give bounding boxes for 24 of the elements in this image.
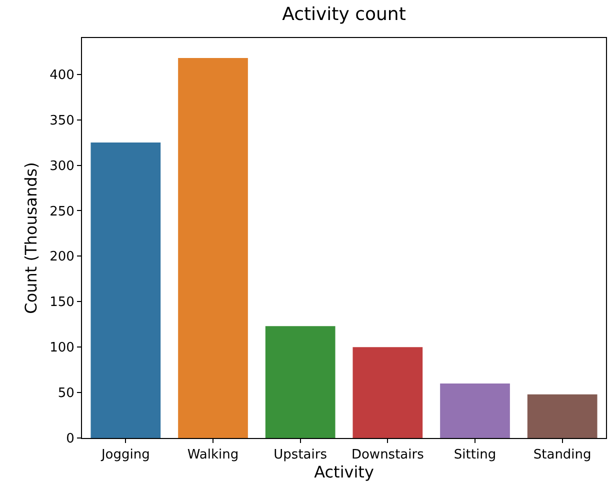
x-tick-label: Jogging bbox=[100, 448, 150, 463]
y-tick-label: 250 bbox=[50, 204, 74, 220]
y-tick-label: 200 bbox=[50, 250, 74, 265]
y-tick-label: 100 bbox=[50, 340, 74, 356]
bar bbox=[178, 58, 248, 438]
bar bbox=[440, 383, 510, 438]
x-tick-label: Downstairs bbox=[351, 448, 424, 463]
y-tick-label: 150 bbox=[50, 295, 74, 310]
x-tick-label: Walking bbox=[187, 448, 239, 463]
x-tick-label: Upstairs bbox=[274, 448, 328, 463]
bar bbox=[527, 394, 598, 438]
y-tick-label: 350 bbox=[50, 113, 74, 128]
y-axis-title: Count (Thousands) bbox=[21, 162, 40, 314]
bar bbox=[265, 326, 336, 438]
bar bbox=[352, 347, 423, 438]
y-tick-label: 0 bbox=[66, 432, 74, 447]
y-tick-label: 400 bbox=[50, 68, 74, 83]
x-axis-title: Activity bbox=[314, 462, 374, 482]
bar bbox=[90, 142, 161, 438]
x-tick-label: Sitting bbox=[454, 448, 496, 463]
y-tick-label: 50 bbox=[58, 386, 74, 402]
x-tick-label: Standing bbox=[533, 448, 592, 463]
chart-title: Activity count bbox=[282, 4, 406, 25]
y-tick-label: 300 bbox=[50, 158, 74, 174]
